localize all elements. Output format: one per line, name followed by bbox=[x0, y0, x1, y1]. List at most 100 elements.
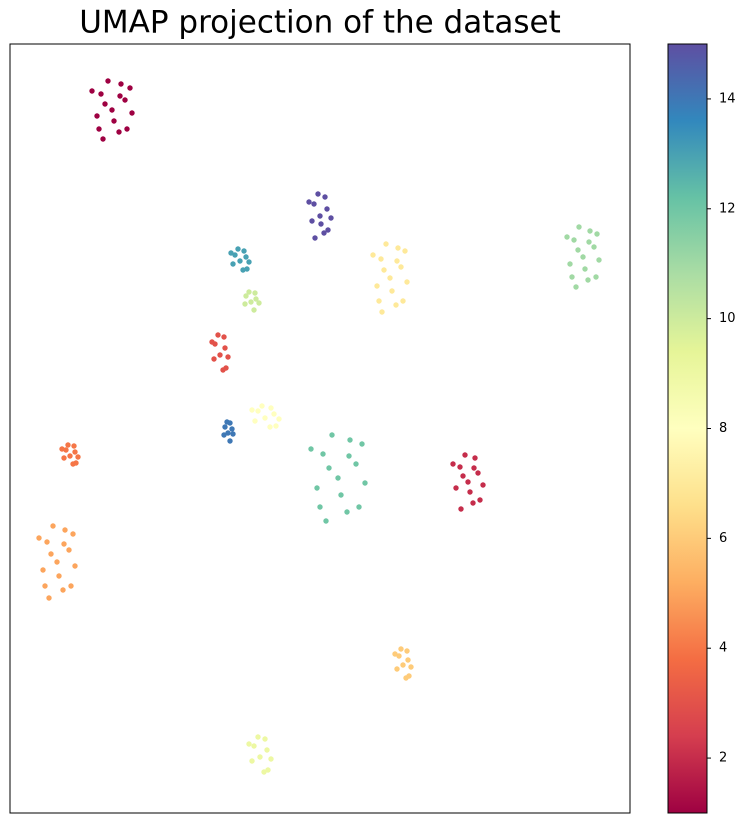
scatter-point bbox=[105, 78, 111, 84]
scatter-point bbox=[406, 673, 412, 679]
scatter-point bbox=[257, 754, 263, 760]
scatter-point bbox=[347, 437, 353, 443]
scatter-point bbox=[326, 465, 332, 471]
scatter-point bbox=[268, 756, 274, 762]
scatter-point bbox=[591, 244, 597, 250]
scatter-point bbox=[322, 194, 328, 200]
colorbar-tick-label: 12 bbox=[719, 201, 736, 216]
scatter-point bbox=[249, 758, 255, 764]
scatter-point bbox=[338, 492, 344, 498]
scatter-point bbox=[569, 274, 575, 280]
scatter-point bbox=[56, 573, 62, 579]
scatter-point bbox=[587, 228, 593, 234]
scatter-point bbox=[306, 199, 312, 205]
scatter-point bbox=[243, 254, 249, 260]
scatter-point bbox=[378, 256, 384, 262]
scatter-point bbox=[450, 461, 456, 467]
scatter-point bbox=[311, 201, 317, 207]
scatter-point bbox=[73, 460, 79, 466]
scatter-point bbox=[261, 769, 267, 775]
scatter-point bbox=[400, 662, 406, 668]
scatter-point bbox=[317, 213, 323, 219]
scatter-point bbox=[470, 500, 476, 506]
colorbar-tick-label: 4 bbox=[719, 641, 727, 656]
scatter-point bbox=[100, 136, 106, 142]
scatter-point bbox=[42, 583, 48, 589]
scatter-point bbox=[129, 110, 135, 116]
scatter-point bbox=[457, 464, 463, 470]
scatter-point bbox=[61, 455, 67, 461]
scatter-point bbox=[400, 298, 406, 304]
scatter-point bbox=[249, 407, 255, 413]
scatter-point bbox=[225, 430, 231, 436]
scatter-point bbox=[596, 257, 602, 263]
scatter-point bbox=[102, 101, 108, 107]
scatter-point bbox=[321, 230, 327, 236]
scatter-point bbox=[344, 509, 350, 515]
scatter-point bbox=[227, 438, 233, 444]
scatter-point bbox=[335, 475, 341, 481]
scatter-point bbox=[383, 241, 389, 247]
scatter-point bbox=[50, 523, 56, 529]
scatter-point bbox=[394, 666, 400, 672]
scatter-point bbox=[575, 247, 581, 253]
scatter-point bbox=[480, 482, 486, 488]
scatter-point bbox=[46, 595, 52, 601]
scatter-point bbox=[60, 587, 66, 593]
scatter-point bbox=[396, 653, 402, 659]
scatter-point bbox=[276, 416, 282, 422]
colorbar-tick-label: 6 bbox=[719, 531, 727, 546]
scatter-point bbox=[325, 227, 331, 233]
scatter-point bbox=[315, 191, 321, 197]
scatter-point bbox=[564, 234, 570, 240]
scatter-point bbox=[346, 453, 352, 459]
colorbar-tick-label: 14 bbox=[719, 91, 736, 106]
scatter-point bbox=[381, 267, 387, 273]
scatter-point bbox=[246, 289, 252, 295]
scatter-point bbox=[246, 259, 252, 265]
scatter-point bbox=[111, 118, 117, 124]
scatter-point bbox=[256, 300, 262, 306]
colorbar-tick-label: 2 bbox=[719, 751, 727, 766]
scatter-point bbox=[253, 296, 259, 302]
scatter-point bbox=[252, 418, 258, 424]
scatter-point bbox=[223, 365, 229, 371]
scatter-point bbox=[67, 453, 73, 459]
scatter-point bbox=[376, 298, 382, 304]
scatter-point bbox=[265, 767, 271, 773]
scatter-point bbox=[323, 518, 329, 524]
scatter-point bbox=[124, 126, 130, 132]
scatter-point bbox=[567, 261, 573, 267]
scatter-point bbox=[62, 527, 68, 533]
scatter-point bbox=[267, 424, 273, 430]
scatter-point bbox=[309, 218, 315, 224]
scatter-point bbox=[259, 403, 265, 409]
scatter-point bbox=[405, 657, 411, 663]
scatter-point bbox=[356, 504, 362, 510]
scatter-point bbox=[312, 235, 318, 241]
scatter-point bbox=[262, 415, 268, 421]
scatter-point bbox=[268, 405, 274, 411]
scatter-point bbox=[392, 651, 398, 657]
scatter-point bbox=[329, 432, 335, 438]
scatter-point bbox=[594, 231, 600, 237]
scatter-point bbox=[586, 239, 592, 245]
scatter-point bbox=[353, 461, 359, 467]
scatter-point bbox=[235, 246, 241, 252]
scatter-point bbox=[576, 224, 582, 230]
scatter-point bbox=[221, 334, 227, 340]
scatter-point bbox=[255, 734, 261, 740]
scatter-point bbox=[222, 424, 228, 430]
scatter-point bbox=[221, 432, 227, 438]
scatter-point bbox=[273, 423, 279, 429]
scatter-point bbox=[252, 290, 258, 296]
scatter-point bbox=[467, 489, 473, 495]
scatter-point bbox=[246, 741, 252, 747]
scatter-point bbox=[387, 275, 393, 281]
scatter-point bbox=[317, 504, 323, 510]
scatter-point bbox=[244, 266, 250, 272]
scatter-point bbox=[255, 408, 261, 414]
scatter-point bbox=[237, 258, 243, 264]
scatter-point bbox=[222, 345, 228, 351]
